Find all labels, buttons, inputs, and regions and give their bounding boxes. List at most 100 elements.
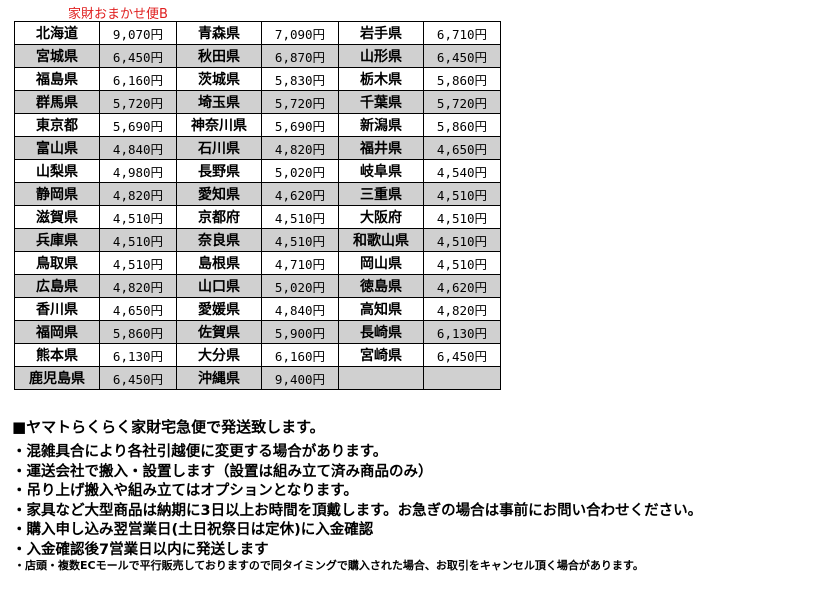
prefecture-cell: 青森県 — [176, 21, 262, 45]
price-cell: 4,510円 — [423, 182, 501, 206]
notes: ■ヤマトらくらく家財宅急便で発送致します。 ・混雑具合により各社引越便に変更する… — [12, 416, 702, 560]
prefecture-cell: 福岡県 — [14, 320, 100, 344]
price-cell: 4,820円 — [423, 297, 501, 321]
prefecture-cell: 広島県 — [14, 274, 100, 298]
prefecture-cell: 滋賀県 — [14, 205, 100, 229]
prefecture-cell: 愛知県 — [176, 182, 262, 206]
table-row: 静岡県 4,820円 愛知県 4,620円 三重県 4,510円 — [14, 182, 501, 206]
price-cell: 6,450円 — [423, 44, 501, 68]
table-title: 家財おまかせ便B — [68, 7, 168, 22]
prefecture-cell: 山梨県 — [14, 159, 100, 183]
price-cell: 6,160円 — [99, 67, 177, 91]
price-cell: 4,510円 — [99, 205, 177, 229]
shipping-rate-table: 北海道 9,070円 青森県 7,090円 岩手県 6,710円 宮城県 6,450円 秋田県 6… — [14, 21, 501, 390]
price-cell: 4,650円 — [423, 136, 501, 160]
table-row: 北海道 9,070円 青森県 7,090円 岩手県 6,710円 — [14, 21, 501, 45]
prefecture-cell: 愛媛県 — [176, 297, 262, 321]
table-row: 鹿児島県 6,450円 沖縄県 9,400円 — [14, 366, 501, 390]
note-item: ・家具など大型商品は納期に3日以上お時間を頂戴します。お急ぎの場合は事前にお問い… — [12, 502, 703, 519]
note-small: ・店頭・複数ECモールで平行販売しておりますので同タイミングで購入された場合、お… — [14, 559, 644, 572]
price-cell: 4,620円 — [423, 274, 501, 298]
prefecture-cell — [338, 366, 424, 390]
price-cell: 6,130円 — [423, 320, 501, 344]
price-cell: 4,820円 — [99, 182, 177, 206]
table-row: 富山県 4,840円 石川県 4,820円 福井県 4,650円 — [14, 136, 501, 160]
price-cell: 5,900円 — [261, 320, 339, 344]
prefecture-cell: 富山県 — [14, 136, 100, 160]
prefecture-cell: 京都府 — [176, 205, 262, 229]
price-cell — [423, 366, 501, 390]
table-row: 兵庫県 4,510円 奈良県 4,510円 和歌山県 4,510円 — [14, 228, 501, 252]
prefecture-cell: 鳥取県 — [14, 251, 100, 275]
prefecture-cell: 長崎県 — [338, 320, 424, 344]
prefecture-cell: 和歌山県 — [338, 228, 424, 252]
prefecture-cell: 長野県 — [176, 159, 262, 183]
price-cell: 6,130円 — [99, 343, 177, 367]
table-row: 鳥取県 4,510円 島根県 4,710円 岡山県 4,510円 — [14, 251, 501, 275]
price-cell: 4,820円 — [99, 274, 177, 298]
price-cell: 5,860円 — [423, 67, 501, 91]
price-cell: 7,090円 — [261, 21, 339, 45]
price-cell: 5,690円 — [99, 113, 177, 137]
prefecture-cell: 宮城県 — [14, 44, 100, 68]
notes-heading: ■ヤマトらくらく家財宅急便で発送致します。 — [12, 418, 325, 436]
prefecture-cell: 香川県 — [14, 297, 100, 321]
price-cell: 4,510円 — [423, 228, 501, 252]
table-row: 福岡県 5,860円 佐賀県 5,900円 長崎県 6,130円 — [14, 320, 501, 344]
table-row: 宮城県 6,450円 秋田県 6,870円 山形県 6,450円 — [14, 44, 501, 68]
price-cell: 5,860円 — [423, 113, 501, 137]
price-cell: 4,510円 — [99, 228, 177, 252]
price-cell: 4,840円 — [99, 136, 177, 160]
price-cell: 4,650円 — [99, 297, 177, 321]
price-cell: 4,510円 — [423, 205, 501, 229]
price-cell: 5,860円 — [99, 320, 177, 344]
prefecture-cell: 福井県 — [338, 136, 424, 160]
prefecture-cell: 岡山県 — [338, 251, 424, 275]
prefecture-cell: 東京都 — [14, 113, 100, 137]
table-row: 熊本県 6,130円 大分県 6,160円 宮崎県 6,450円 — [14, 343, 501, 367]
prefecture-cell: 沖縄県 — [176, 366, 262, 390]
prefecture-cell: 石川県 — [176, 136, 262, 160]
prefecture-cell: 福島県 — [14, 67, 100, 91]
table-row: 滋賀県 4,510円 京都府 4,510円 大阪府 4,510円 — [14, 205, 501, 229]
prefecture-cell: 島根県 — [176, 251, 262, 275]
price-cell: 4,540円 — [423, 159, 501, 183]
price-cell: 6,450円 — [99, 44, 177, 68]
prefecture-cell: 山口県 — [176, 274, 262, 298]
prefecture-cell: 熊本県 — [14, 343, 100, 367]
price-cell: 5,720円 — [99, 90, 177, 114]
price-cell: 4,510円 — [261, 205, 339, 229]
prefecture-cell: 新潟県 — [338, 113, 424, 137]
price-cell: 5,830円 — [261, 67, 339, 91]
price-cell: 9,400円 — [261, 366, 339, 390]
prefecture-cell: 岐阜県 — [338, 159, 424, 183]
prefecture-cell: 徳島県 — [338, 274, 424, 298]
prefecture-cell: 北海道 — [14, 21, 100, 45]
prefecture-cell: 高知県 — [338, 297, 424, 321]
prefecture-cell: 三重県 — [338, 182, 424, 206]
table-row: 群馬県 5,720円 埼玉県 5,720円 千葉県 5,720円 — [14, 90, 501, 114]
prefecture-cell: 兵庫県 — [14, 228, 100, 252]
price-cell: 6,450円 — [423, 343, 501, 367]
table-row: 東京都 5,690円 神奈川県 5,690円 新潟県 5,860円 — [14, 113, 501, 137]
price-cell: 4,710円 — [261, 251, 339, 275]
note-item: ・吊り上げ搬入や組み立てはオプションとなります。 — [12, 483, 358, 499]
note-item: ・購入申し込み翌営業日(土日祝祭日は定休)に入金確認 — [12, 522, 374, 538]
table-row: 山梨県 4,980円 長野県 5,020円 岐阜県 4,540円 — [14, 159, 501, 183]
price-cell: 5,720円 — [423, 90, 501, 114]
price-cell: 4,840円 — [261, 297, 339, 321]
table-row: 広島県 4,820円 山口県 5,020円 徳島県 4,620円 — [14, 274, 501, 298]
prefecture-cell: 鹿児島県 — [14, 366, 100, 390]
price-cell: 4,510円 — [423, 251, 501, 275]
price-cell: 4,510円 — [261, 228, 339, 252]
note-item: ・混雑具合により各社引越便に変更する場合があります。 — [12, 444, 388, 460]
price-cell: 4,820円 — [261, 136, 339, 160]
price-cell: 6,870円 — [261, 44, 339, 68]
price-cell: 9,070円 — [99, 21, 177, 45]
note-item: ・運送会社で搬入・設置します（設置は組み立て済み商品のみ） — [12, 463, 433, 480]
prefecture-cell: 栃木県 — [338, 67, 424, 91]
prefecture-cell: 奈良県 — [176, 228, 262, 252]
price-cell: 6,160円 — [261, 343, 339, 367]
table-row: 福島県 6,160円 茨城県 5,830円 栃木県 5,860円 — [14, 67, 501, 91]
prefecture-cell: 大分県 — [176, 343, 262, 367]
